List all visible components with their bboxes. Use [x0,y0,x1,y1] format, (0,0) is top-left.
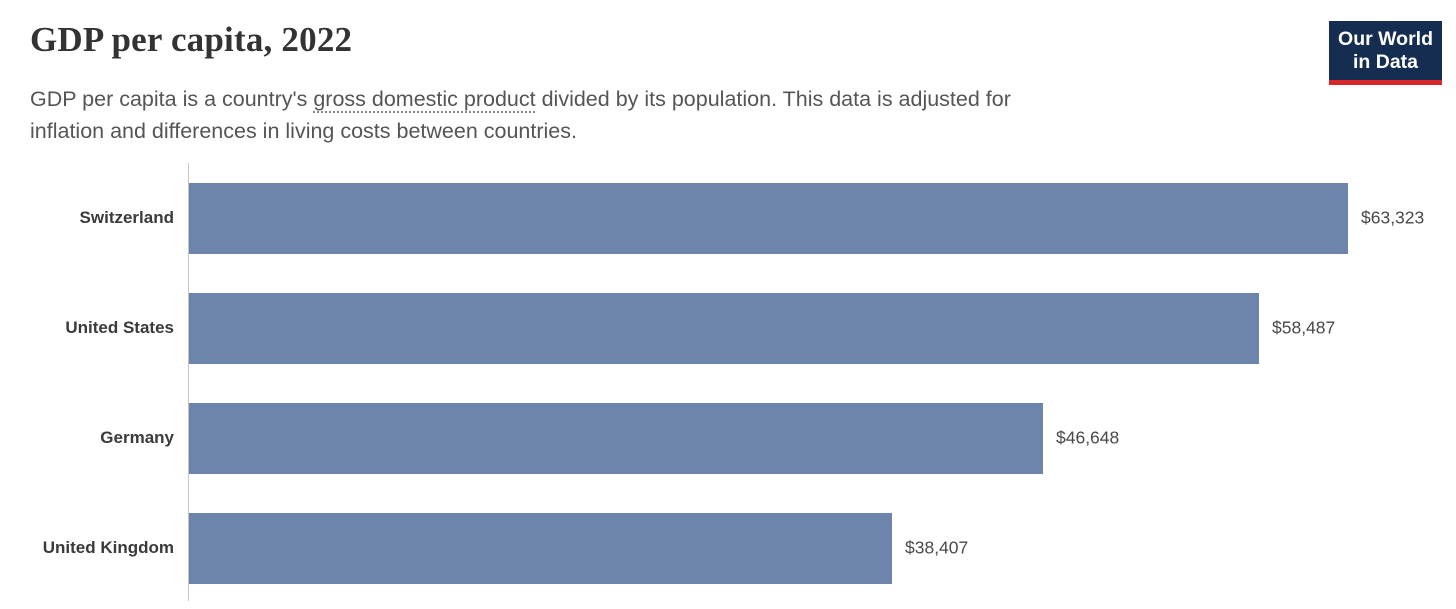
bar-value: $63,323 [1361,207,1425,228]
owid-logo-line1: Our World [1338,28,1433,50]
bar-label: Switzerland [79,208,174,227]
bar-label: United Kingdom [42,538,174,557]
owid-logo-line2: in Data [1353,51,1419,73]
subtitle-text-before: GDP per capita is a country's [30,87,314,111]
bar-track: $58,487 [189,292,1456,364]
owid-logo: Our World in Data [1329,21,1442,85]
subtitle-text-line2: inflation and differences in living cost… [30,119,577,143]
chart-subtitle: GDP per capita is a country's gross dome… [30,83,1011,147]
bar-value: $38,407 [905,537,969,558]
bar-track: $63,323 [189,182,1456,254]
bar-label: United States [65,318,174,337]
bar[interactable] [189,512,892,584]
bar-row: United States $58,487 [0,273,1456,383]
bar-track: $46,648 [189,402,1456,474]
bar-row: Switzerland $63,323 [0,163,1456,273]
gross-domestic-product-link[interactable]: gross domestic product [313,87,536,111]
bar[interactable] [189,292,1259,364]
bar-track: $38,407 [189,512,1456,584]
subtitle-text-after: divided by its population. This data is … [535,87,1011,111]
page-title: GDP per capita, 2022 [30,20,353,59]
bar[interactable] [189,402,1043,474]
bar-label: Germany [100,428,174,447]
bar-value: $46,648 [1056,427,1120,448]
bar[interactable] [189,182,1348,254]
bar-value: $58,487 [1272,317,1336,338]
bar-row: United Kingdom $38,407 [0,493,1456,603]
bar-row: Germany $46,648 [0,383,1456,493]
bar-chart: Switzerland $63,323 United States $58,487 Ge… [0,163,1456,603]
y-axis-line [188,163,189,601]
